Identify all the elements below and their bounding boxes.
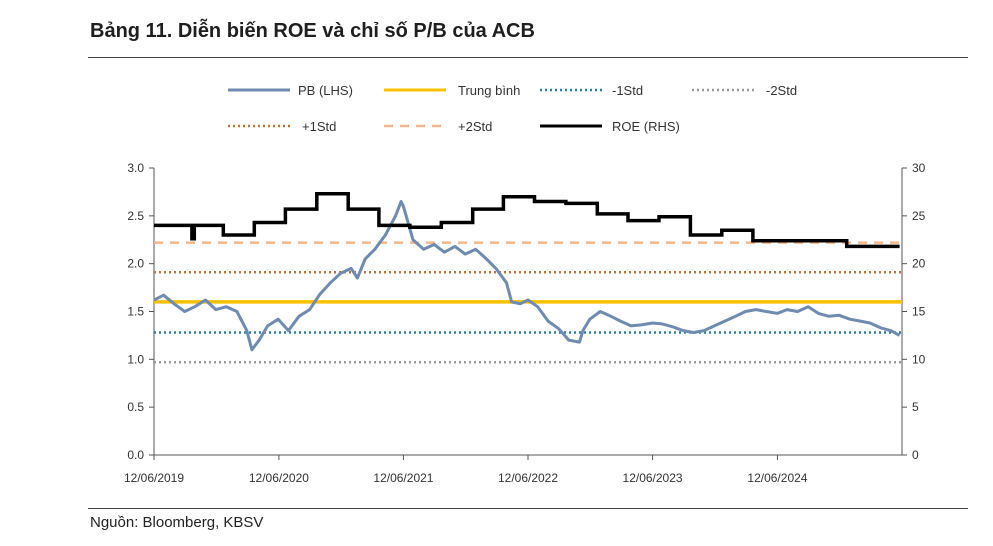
y-left-ticks: 0.0 0.5 1.0 1.5 2.0 2.5 3.0 [127,161,154,462]
y-left-tick-label: 0.0 [127,448,144,462]
y-right-tick-label: 10 [912,352,926,366]
y-left-tick-label: 1.0 [127,352,144,366]
legend-label-roe: ROE (RHS) [612,119,680,134]
chart-title: Bảng 11. Diễn biến ROE và chỉ số P/B của… [90,20,535,42]
legend-item-plus1: +1Std [228,119,336,134]
y-right-tick-label: 30 [912,161,926,175]
y-right-tick-label: 25 [912,209,926,223]
y-right-tick-label: 5 [912,400,919,414]
legend-item-roe: ROE (RHS) [540,119,680,134]
legend-item-minus1: -1Std [540,83,643,98]
legend-label-mean: Trung bình [458,83,520,98]
y-right-tick-label: 20 [912,257,926,271]
y-left-tick-label: 2.0 [127,257,144,271]
legend-label-pb: PB (LHS) [298,83,353,98]
x-tick-label: 12/06/2019 [124,471,184,485]
y-left-tick-label: 0.5 [127,400,144,414]
legend-label-plus1: +1Std [302,119,336,134]
y-left-tick-label: 1.5 [127,305,144,319]
legend-label-minus2: -2Std [766,83,797,98]
reference-lines [154,241,902,364]
y-left-tick-label: 3.0 [127,161,144,175]
x-ticks: 12/06/2019 12/06/2020 12/06/2021 12/06/2022… [124,455,808,485]
source-divider [88,508,968,509]
legend-item-mean: Trung bình [384,83,520,98]
y-left-tick-label: 2.5 [127,209,144,223]
y-right-tick-label: 15 [912,305,926,319]
y-right-ticks: 0 5 10 15 20 25 30 [902,161,926,462]
source-note: Nguồn: Bloomberg, KBSV [90,514,264,531]
x-tick-label: 12/06/2023 [623,471,683,485]
legend-item-pb: PB (LHS) [228,83,353,98]
legend-item-minus2: -2Std [692,83,797,98]
x-tick-label: 12/06/2022 [498,471,558,485]
y-right-tick-label: 0 [912,448,919,462]
legend-item-plus2: +2Std [384,119,492,134]
x-tick-label: 12/06/2020 [249,471,309,485]
legend-label-minus1: -1Std [612,83,643,98]
series-line-pb [153,200,901,352]
x-tick-label: 12/06/2021 [373,471,433,485]
legend: PB (LHS) Trung bình -1Std -2Std +1Std +2… [228,83,797,134]
series-line-roe [154,192,900,249]
title-divider [88,57,968,58]
legend-label-plus2: +2Std [458,119,492,134]
x-tick-label: 12/06/2024 [747,471,807,485]
